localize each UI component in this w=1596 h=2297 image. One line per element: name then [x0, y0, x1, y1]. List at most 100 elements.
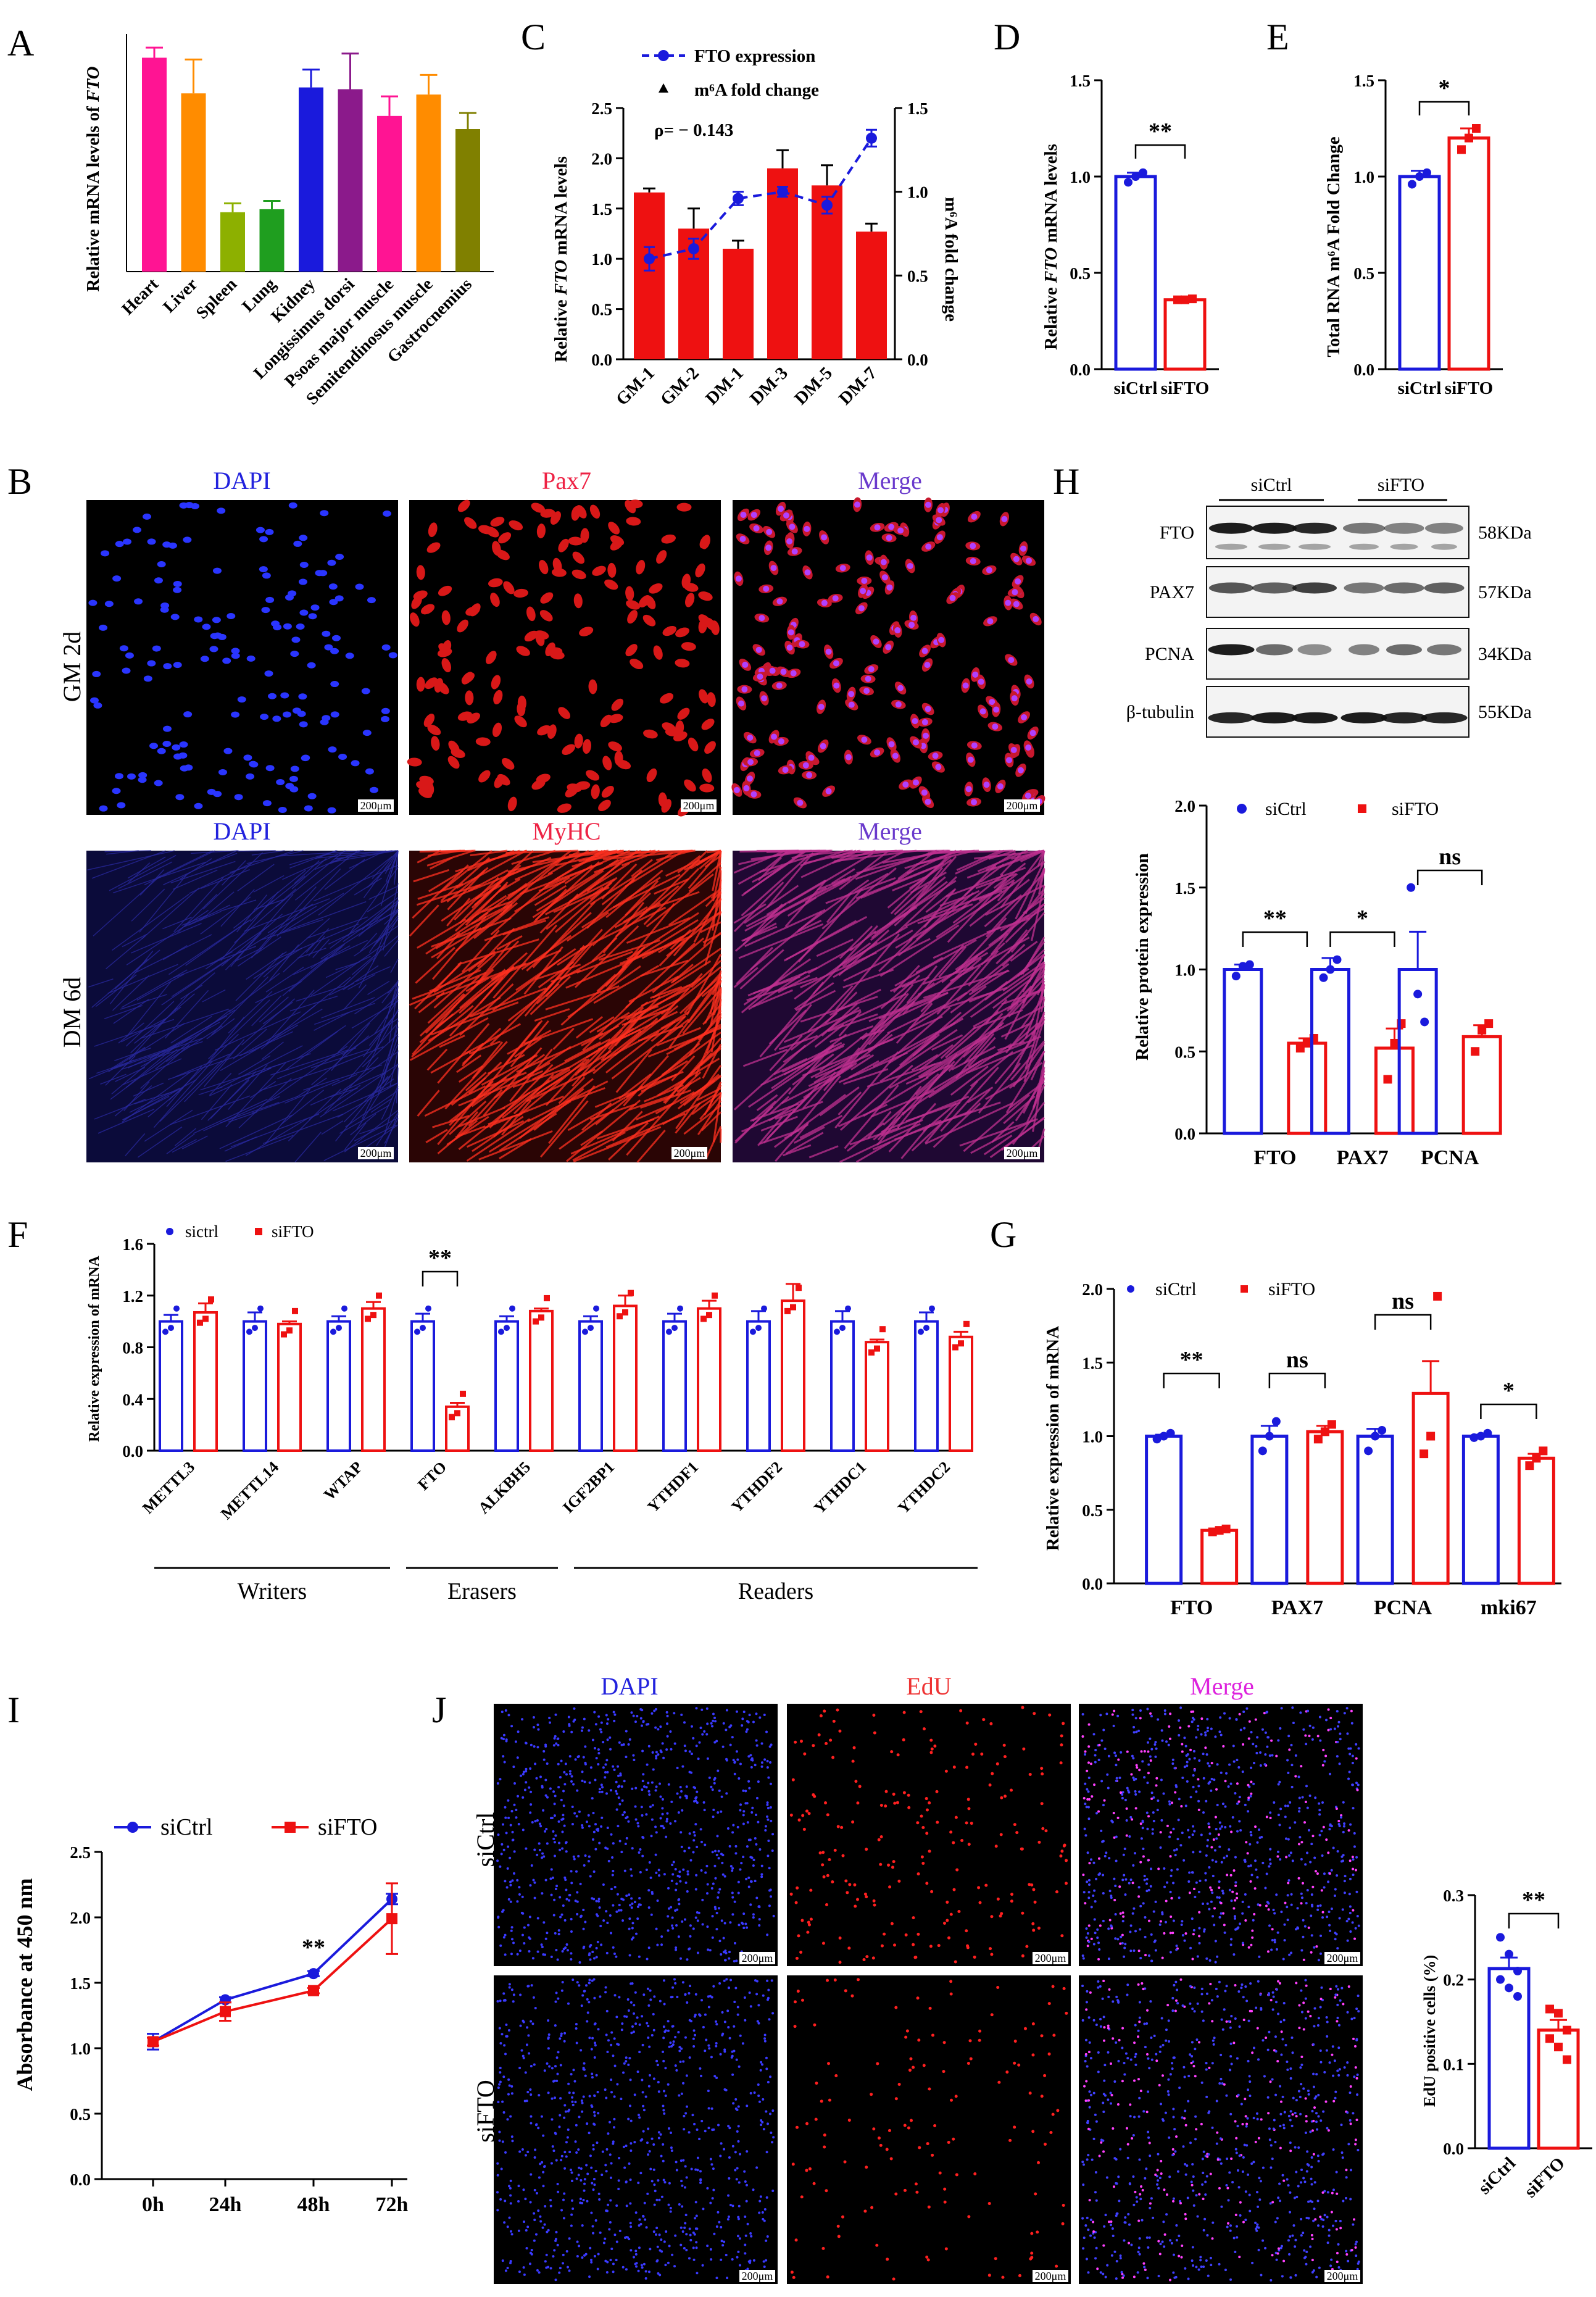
b-gm-dapi-nucleus [388, 652, 397, 659]
b-dm-merge-fiber [931, 1034, 963, 1051]
b-dm-dapi-fiber [139, 874, 188, 933]
b-dm-dapi-fiber [125, 1001, 175, 1047]
j-ctrl-dapi-dot [502, 1738, 505, 1741]
j-ctrl-dapi-dot [606, 1770, 609, 1774]
j-fto-dapi-dot [542, 2170, 545, 2174]
b-gm-pax7-cell [431, 736, 440, 751]
b-dm-dapi-fiber [368, 885, 399, 900]
j-fto-dapi-dot [759, 2195, 762, 2198]
b-dm-myhc-fiber [533, 888, 567, 923]
b-gm-dapi-nucleus [273, 624, 282, 631]
j-ctrl-merge-dot [1120, 1751, 1123, 1754]
j-ctrl-dapi-dot [721, 1745, 725, 1748]
j-ctrl-dapi-dot [642, 1773, 645, 1776]
j-ctrl-merge-dot [1150, 1959, 1153, 1962]
j-ctrl-merge-dot [1081, 1735, 1084, 1738]
chart-f-dot [582, 1328, 588, 1335]
j-ctrl-dapi-dot [511, 1838, 514, 1841]
j-ctrl-dapi-dot [720, 1853, 723, 1856]
chart-g-dot [1159, 1432, 1168, 1441]
b-gm-pax7-cell [702, 768, 712, 783]
j-ctrl-merge-dot [1337, 1720, 1340, 1724]
j-ctrl-merge-dot [1218, 1821, 1221, 1824]
chart-g-y-tick-label: 1.5 [1082, 1354, 1103, 1372]
j-ctrl-dapi-dot [554, 1932, 557, 1935]
j-fto-dapi-dot [591, 2036, 594, 2040]
j-ctrl-merge-dot [1107, 1957, 1110, 1961]
j-ctrl-merge-dot [1268, 1865, 1271, 1868]
j-ctrl-merge-dot [1138, 1769, 1141, 1772]
j-ctrl-dapi-dot [744, 1802, 747, 1805]
panel-letter-e: E [1266, 17, 1289, 57]
chart-i-xtick-label-1: 24h [209, 2193, 242, 2216]
blot-band [1343, 522, 1385, 534]
j-ctrl-merge-dot [1166, 1881, 1169, 1884]
j-fto-dapi-dot [765, 2067, 768, 2070]
j-fto-dapi-dot [650, 2034, 654, 2037]
b-gm-pax7-cell [531, 502, 546, 513]
j-fto-dapi-dot [662, 2109, 665, 2112]
b-dm-merge-fiber [956, 849, 1001, 871]
b-gm-pax7-cell [462, 672, 473, 685]
b-gm-pax7-cell [608, 522, 620, 535]
j-fto-dapi-dot [625, 2180, 628, 2183]
j-fto-dapi-dot [504, 2151, 507, 2154]
j-ctrl-edu-dot [1025, 1945, 1029, 1948]
j-ctrl-dapi-dot [755, 1739, 758, 1742]
j-ctrl-dapi-dot [628, 1893, 631, 1896]
j-ctrl-edu-dot [1060, 1849, 1064, 1853]
j-fto-dapi-dot [650, 2137, 654, 2140]
b-dm-dapi-fiber [320, 909, 399, 960]
j-ctrl-edu-dot [799, 1950, 803, 1954]
b-dm-myhc-fiber [643, 867, 700, 925]
j-ctrl-dapi-dot [699, 1828, 702, 1831]
j-ctrl-merge-dot [1270, 1948, 1273, 1951]
j-ctrl-merge-dot [1307, 1828, 1310, 1832]
j-ctrl-merge-dot [1133, 1778, 1136, 1782]
j-fto-dapi-dot [763, 2033, 767, 2036]
j-ctrl-dapi-dot [623, 1780, 626, 1783]
panel-letter-c: C [521, 17, 546, 57]
j-ctrl-dapi-dot [562, 1804, 565, 1807]
b-dm-myhc-fiber [709, 970, 722, 1015]
b-gm-pax7-cell [608, 741, 622, 752]
b-dm-merge-fiber [763, 849, 789, 872]
b-gm-pax7-cell [491, 675, 501, 690]
j-ctrl-edu-dot [1002, 1743, 1006, 1747]
b-gm-dapi-nucleus [243, 754, 252, 761]
j-ctrl-dapi-dot [710, 1785, 713, 1788]
j-ctrl-edu-dot [854, 1780, 858, 1783]
b-dm-dapi-fiber [200, 896, 251, 935]
j-ctrl-merge-dot [1302, 1919, 1305, 1922]
j-ctrl-dapi-dot [747, 1876, 750, 1879]
b-gm-dapi-nucleus [324, 644, 333, 651]
b-dm-myhc-fiber [626, 912, 699, 961]
j-ctrl-dapi-dot [610, 1888, 613, 1891]
j-ctrl-dapi-dot [659, 1725, 662, 1728]
j-ctrl-dapi-dot [654, 1726, 657, 1729]
j-ctrl-edu-dot [946, 1919, 949, 1922]
j-ctrl-edu-dot [916, 1821, 920, 1825]
b-dm-merge-fiber [781, 1073, 839, 1104]
b-dm-merge-fiber [809, 849, 853, 856]
j-ctrl-merge-dot [1309, 1861, 1312, 1864]
j-ctrl-dapi-dot [570, 1870, 573, 1873]
j-ctrl-dapi-dot [766, 1801, 769, 1804]
b-dm-dapi-fiber [374, 999, 399, 1034]
j-ctrl-merge-dot [1083, 1891, 1086, 1894]
j-ctrl-merge-dot [1133, 1949, 1136, 1952]
j-ctrl-edu-dot [928, 1849, 931, 1853]
b-gm-dapi-nucleus [260, 714, 269, 720]
b-dm-merge-fiber [973, 987, 1045, 1028]
j-ctrl-merge-dot [1100, 1739, 1103, 1742]
j-fto-dapi-dot [564, 2110, 567, 2113]
b-dm-dapi-fiber [390, 959, 399, 973]
j-fto-dapi-dot [760, 2061, 763, 2064]
j-fto-dapi-dot [633, 2093, 636, 2096]
chart-f-group-label-1: Erasers [447, 1578, 517, 1604]
j-ctrl-merge-dot [1188, 1757, 1191, 1761]
j-ctrl-dapi-dot [680, 1831, 683, 1834]
b-gm-pax7-cell [676, 502, 692, 512]
j-fto-dapi-dot [571, 2199, 574, 2202]
b-gm-pax7-cell [557, 803, 571, 813]
